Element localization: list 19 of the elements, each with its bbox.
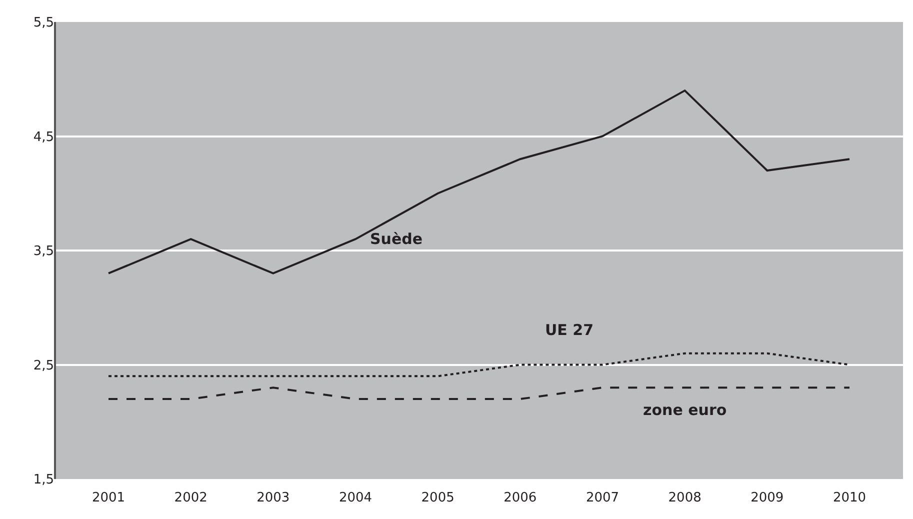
- series-label: zone euro: [643, 401, 727, 419]
- y-tick-label: 1,5: [33, 472, 54, 488]
- x-tick-label: 2003: [256, 490, 290, 506]
- y-tick-label: 4,5: [33, 130, 54, 145]
- x-tick-label: 2006: [504, 490, 537, 506]
- y-tick-label: 2,5: [33, 358, 54, 374]
- series-label: Suède: [370, 230, 423, 248]
- x-tick-label: 2004: [338, 490, 372, 506]
- y-tick-label: 5,5: [33, 16, 54, 31]
- x-tick-label: 2007: [586, 490, 620, 506]
- series-label: UE 27: [545, 321, 594, 339]
- y-tick-label: 3,5: [33, 244, 54, 260]
- x-tick-label: 2001: [92, 490, 126, 506]
- x-tick-label: 2002: [174, 490, 208, 506]
- x-tick-label: 2005: [421, 490, 454, 506]
- x-tick-label: 2008: [668, 490, 702, 506]
- line-series: [108, 90, 850, 274]
- x-tick-label: 2009: [750, 490, 784, 506]
- x-tick-label: 2010: [832, 490, 866, 506]
